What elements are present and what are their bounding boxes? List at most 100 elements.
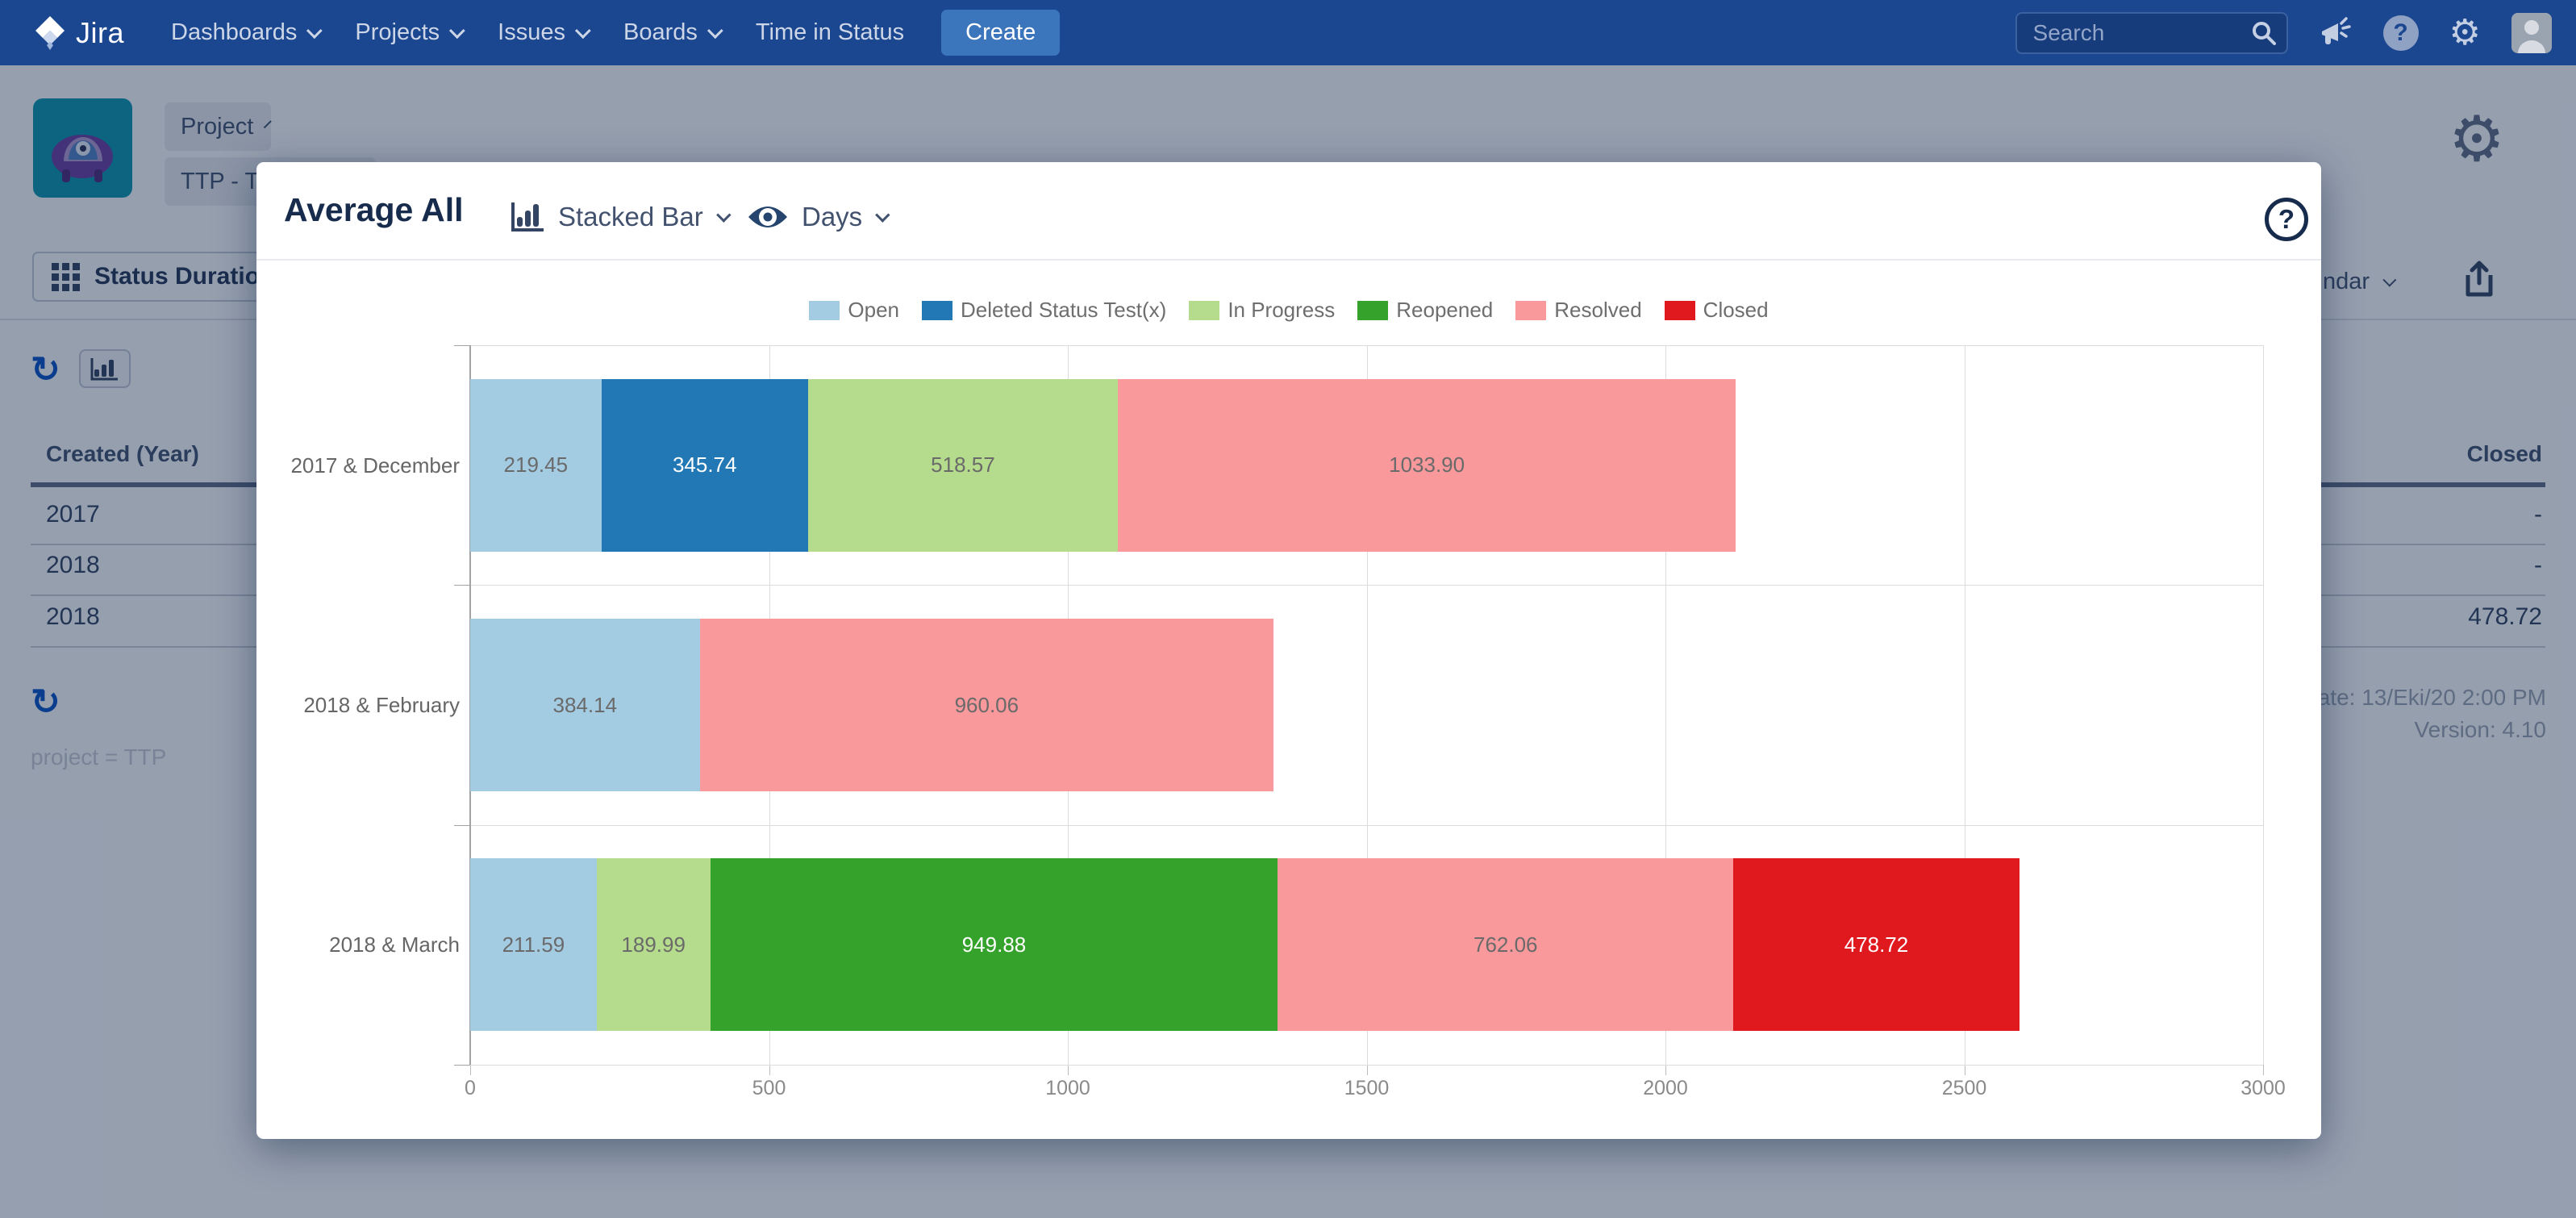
bar-segment-value: 1033.90 — [1389, 453, 1465, 478]
table-header-closed: Closed — [2466, 441, 2542, 466]
legend-label: In Progress — [1228, 298, 1336, 322]
help-icon[interactable]: ? — [2382, 15, 2419, 51]
project-dropdown-label: Project — [181, 113, 254, 140]
chart-view-button[interactable] — [79, 349, 131, 388]
brand-text: Jira — [76, 15, 125, 49]
x-axis-tick-label: 1000 — [1045, 1077, 1090, 1099]
legend-swatch — [1664, 300, 1695, 320]
average-all-dialog: Average All Stacked Bar Days ? Open Delet… — [256, 162, 2321, 1139]
nav-item-label: Issues — [498, 19, 565, 45]
table-row-year: 2018 — [46, 603, 100, 630]
x-axis-tick-label: 2500 — [1941, 1077, 1987, 1099]
legend-label: Open — [848, 298, 899, 322]
x-axis-tick-label: 0 — [465, 1077, 476, 1099]
bar-segment-resolved[interactable]: 960.06 — [699, 619, 1274, 791]
bar-segment-in-progress[interactable]: 518.57 — [807, 378, 1119, 552]
chart-type-dropdown[interactable]: Stacked Bar — [510, 201, 732, 233]
bar-segment-value: 762.06 — [1473, 932, 1538, 957]
x-axis-tick — [470, 1065, 471, 1075]
legend-item-closed[interactable]: Closed — [1664, 298, 1769, 323]
chevron-down-icon — [449, 22, 465, 39]
chevron-down-icon — [306, 22, 323, 39]
bar-2017-december: 219.45 345.74 518.57 1033.90 — [470, 378, 1736, 552]
bar-segment-resolved[interactable]: 762.06 — [1278, 858, 1734, 1032]
calendar-dropdown[interactable]: ndar — [2323, 269, 2397, 295]
project-avatar[interactable] — [33, 98, 132, 198]
legend-label: Reopened — [1396, 298, 1494, 322]
refresh-icon[interactable]: ↻ — [31, 682, 60, 722]
table-row-closed: - — [2534, 552, 2542, 578]
bar-segment-resolved[interactable]: 1033.90 — [1118, 378, 1736, 552]
jira-brand[interactable]: Jira — [32, 15, 124, 52]
bar-segment-in-progress[interactable]: 189.99 — [596, 858, 711, 1032]
chevron-down-icon — [875, 206, 890, 223]
bar-segment-reopened[interactable]: 949.88 — [710, 858, 1278, 1032]
x-axis-tick — [2263, 1065, 2264, 1075]
legend-swatch — [1357, 300, 1389, 320]
nav-item-boards[interactable]: Boards — [623, 19, 723, 46]
calendar-dropdown-label: ndar — [2323, 269, 2370, 294]
bar-2018-february: 384.14 960.06 — [470, 619, 1274, 791]
search-input[interactable] — [2015, 11, 2288, 54]
project-dropdown[interactable]: Project — [165, 102, 273, 151]
legend-swatch — [809, 300, 840, 320]
create-button[interactable]: Create — [941, 10, 1061, 56]
bar-segment-value: 345.74 — [672, 453, 737, 478]
report-date-text: rt Date: 13/Eki/20 2:00 PM — [2281, 685, 2546, 710]
bar-chart-icon — [90, 358, 118, 381]
dialog-help-icon[interactable]: ? — [2265, 198, 2308, 241]
bar-segment-value: 219.45 — [503, 453, 569, 478]
gridline-horizontal — [470, 1065, 2263, 1066]
bar-segment-value: 211.59 — [502, 932, 565, 957]
legend-item-open[interactable]: Open — [809, 298, 899, 323]
nav-item-label: Boards — [623, 19, 698, 45]
bar-segment-closed[interactable]: 478.72 — [1733, 858, 2020, 1032]
bar-segment-open[interactable]: 384.14 — [470, 619, 700, 791]
x-axis-tick — [769, 1065, 770, 1075]
jira-logo-icon — [35, 15, 65, 50]
category-label: 2018 & March — [329, 932, 460, 957]
y-axis-tick — [454, 585, 470, 586]
top-navbar: Jira Dashboards Projects Issues Boards Time … — [0, 0, 2576, 65]
nav-item-projects[interactable]: Projects — [355, 19, 465, 46]
bar-segment-deleted-status-test-x-[interactable]: 345.74 — [601, 378, 808, 552]
nav-item-issues[interactable]: Issues — [498, 19, 591, 46]
grid-icon — [52, 262, 80, 291]
nav-item-time-in-status[interactable]: Time in Status — [756, 19, 904, 46]
gridline-vertical — [2263, 345, 2264, 1065]
tab-status-duration-label: Status Duration — [94, 263, 275, 290]
legend-item-deleted-status-test-x-[interactable]: Deleted Status Test(x) — [922, 298, 1166, 323]
category-label: 2017 & December — [290, 453, 460, 478]
chart-legend: Open Deleted Status Test(x) In Progress Reo… — [256, 298, 2321, 323]
unit-label: Days — [802, 202, 863, 232]
unit-dropdown[interactable]: Days — [747, 201, 890, 233]
dialog-title: Average All — [284, 191, 464, 228]
user-avatar[interactable] — [2511, 12, 2552, 53]
legend-item-in-progress[interactable]: In Progress — [1189, 298, 1335, 323]
y-axis-tick — [454, 1065, 470, 1066]
dialog-header-divider — [256, 259, 2321, 261]
alien-avatar-icon — [52, 135, 113, 182]
legend-swatch — [922, 300, 952, 320]
eye-icon — [748, 206, 787, 227]
legend-item-reopened[interactable]: Reopened — [1357, 298, 1493, 323]
gridline-horizontal — [470, 585, 2263, 586]
x-axis-tick-label: 2000 — [1643, 1077, 1688, 1099]
bar-segment-open[interactable]: 211.59 — [470, 858, 597, 1032]
settings-gear-icon[interactable]: ⚙ — [2449, 103, 2505, 174]
legend-item-resolved[interactable]: Resolved — [1515, 298, 1642, 323]
nav-item-label: Dashboards — [171, 19, 298, 45]
export-icon[interactable] — [2461, 259, 2497, 299]
gridline-vertical — [1366, 345, 1368, 1065]
bar-segment-value: 949.88 — [961, 932, 1027, 957]
nav-item-label: Projects — [355, 19, 440, 45]
bar-segment-open[interactable]: 219.45 — [470, 378, 602, 552]
search-icon[interactable] — [2251, 20, 2277, 46]
nav-item-dashboards[interactable]: Dashboards — [171, 19, 323, 46]
refresh-icon[interactable]: ↻ — [31, 350, 60, 390]
chevron-down-icon — [574, 22, 591, 39]
bar-segment-value: 384.14 — [552, 692, 618, 717]
megaphone-icon[interactable] — [2319, 16, 2353, 49]
table-row-closed: - — [2534, 501, 2542, 528]
gear-icon[interactable]: ⚙ — [2449, 12, 2481, 52]
